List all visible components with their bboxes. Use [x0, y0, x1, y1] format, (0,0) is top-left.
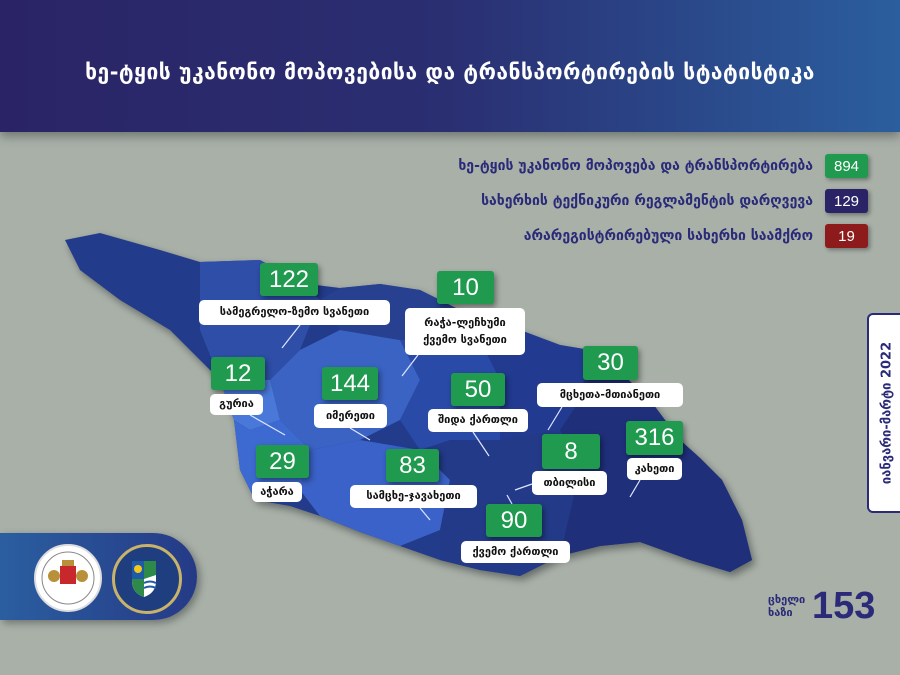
legend-value: 129 — [825, 189, 868, 213]
region-value: 144 — [322, 367, 378, 400]
logos-banner — [0, 533, 197, 620]
period-badge: იანვარი-მარტი 2022 — [867, 313, 900, 513]
legend-value: 894 — [825, 154, 868, 178]
region-label: სამცხე-ჯავახეთი — [350, 485, 477, 508]
page-title: ხე-ტყის უკანონო მოპოვებისა და ტრანსპორტი… — [85, 60, 815, 84]
region-value: 83 — [386, 449, 439, 482]
region-value: 30 — [583, 346, 638, 380]
region-label: გურია — [210, 394, 263, 415]
legend-value: 19 — [825, 224, 868, 248]
agency-seal-logo — [112, 544, 182, 614]
legend-item-illegal-logging: ხე-ტყის უკანონო მოპოვება და ტრანსპორტირე… — [458, 154, 868, 178]
region-value: 12 — [211, 357, 265, 390]
legend-item-sawmill-violation: სახერხის ტექნიკური რეგლამენტის დარღვევა … — [481, 189, 868, 213]
region-label: იმერეთი — [314, 404, 387, 428]
region-label: სამეგრელო-ზემო სვანეთი — [199, 300, 390, 325]
region-label: კახეთი — [627, 458, 682, 480]
leader-lines — [249, 324, 641, 521]
region-label: რაჭა-ლეჩხუმი ქვემო სვანეთი — [405, 308, 525, 355]
legend-label: არარეგისტრირებული სახერხი საამქრო — [523, 228, 813, 244]
region-label: შიდა ქართლი — [428, 409, 528, 432]
region-value: 10 — [437, 271, 494, 304]
region-value: 29 — [256, 445, 309, 478]
region-value: 122 — [260, 263, 318, 296]
header-banner: ხე-ტყის უკანონო მოპოვებისა და ტრანსპორტი… — [0, 0, 900, 132]
period-text: იანვარი-მარტი 2022 — [879, 341, 895, 485]
region-label: ქვემო ქართლი — [461, 541, 570, 563]
legend-item-unregistered-sawmill: არარეგისტრირებული სახერხი საამქრო 19 — [524, 224, 868, 248]
hotline-number: 153 — [812, 585, 876, 627]
region-label: თბილისი — [532, 471, 607, 495]
region-value: 50 — [451, 373, 505, 406]
region-label: მცხეთა-მთიანეთი — [537, 383, 683, 407]
legend-label: ხე-ტყის უკანონო მოპოვება და ტრანსპორტირე… — [458, 158, 813, 174]
region-value: 8 — [542, 434, 600, 469]
ministry-seal-logo — [34, 544, 102, 612]
hotline-label: ცხელი ხაზი — [768, 593, 806, 619]
region-value: 316 — [626, 421, 683, 455]
region-kvemo-kartli — [420, 430, 580, 576]
hotline: ცხელი ხაზი 153 — [768, 585, 875, 628]
region-value: 90 — [486, 504, 542, 537]
region-label: აჭარა — [252, 482, 302, 502]
legend-label: სახერხის ტექნიკური რეგლამენტის დარღვევა — [481, 193, 813, 209]
